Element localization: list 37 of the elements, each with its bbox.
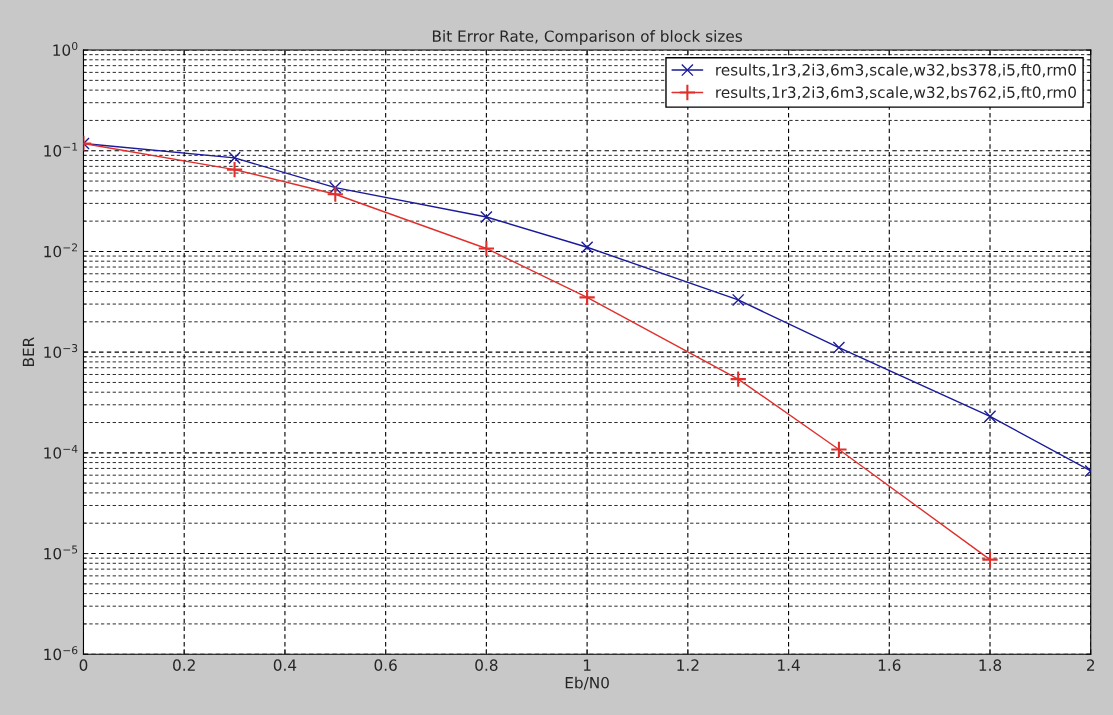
x-tick-label: 0.2 <box>173 659 195 671</box>
point <box>329 181 342 194</box>
point <box>981 550 999 569</box>
x-tick-label: 0.4 <box>273 659 297 671</box>
y-tick-label: 10$^{−4}$ <box>44 444 78 459</box>
x-tick-label: 0.6 <box>374 659 397 671</box>
y-tick-label: 10$^{−3}$ <box>44 344 78 359</box>
y-tick-label: 10$^{−6}$ <box>44 646 78 661</box>
point <box>480 210 493 224</box>
y-tick-label: 10$^{0}$ <box>53 41 78 56</box>
point <box>983 410 997 423</box>
point <box>326 185 344 203</box>
y-tick-label: 10$^{−5}$ <box>44 545 78 560</box>
x-tick-label: 1.8 <box>979 659 1002 671</box>
point <box>832 341 846 354</box>
legend-label: results,1r3,2i3,6m3,scale,w32,bs378,i5,ft0,rm0 <box>716 63 1076 78</box>
y-tick-label: 10$^{−1}$ <box>44 142 78 157</box>
x-tick-label: 1 <box>583 659 591 671</box>
point <box>731 293 745 307</box>
legend-label: results,1r3,2i3,6m3,scale,w32,bs762,i5,ft0,rm0 <box>716 86 1076 100</box>
x-tick-label: 1.6 <box>878 659 901 671</box>
x-axis-title: Eb/N0 <box>565 676 609 690</box>
point <box>830 440 848 459</box>
chart-title: Bit Error Rate, Comparison of block sizes <box>432 30 743 45</box>
x-tick-label: 0 <box>79 659 88 671</box>
y-axis-title: BER <box>22 337 34 367</box>
x-tick-label: 2 <box>1087 659 1095 671</box>
y-tick-label: 10$^{−2}$ <box>44 243 77 258</box>
x-tick-label: 0.8 <box>475 659 498 671</box>
point <box>578 288 596 307</box>
point <box>225 160 244 179</box>
x-tick-label: 1.2 <box>677 659 699 671</box>
point <box>228 151 241 165</box>
point <box>580 241 594 254</box>
point <box>477 239 496 258</box>
x-tick-label: 1.4 <box>778 659 800 671</box>
point <box>729 370 747 388</box>
